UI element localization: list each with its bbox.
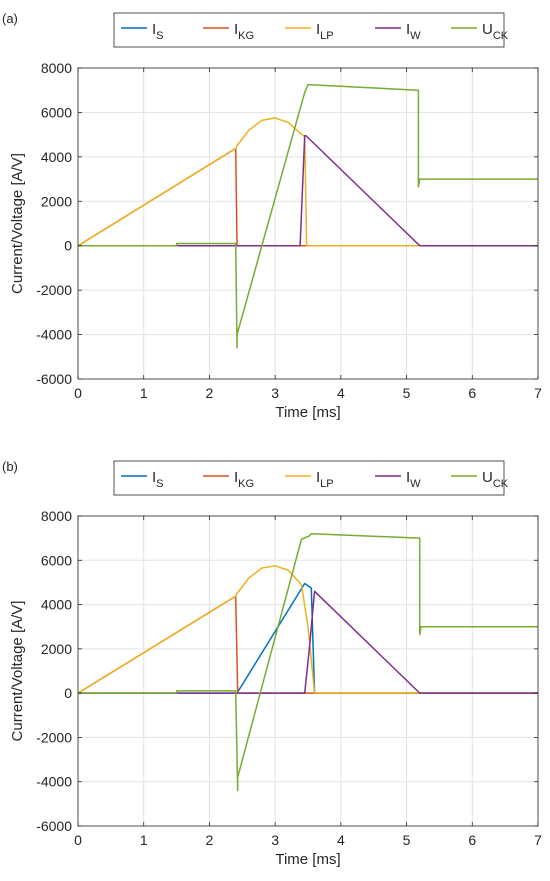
x-tick-label: 7 [534, 385, 542, 401]
x-tick-label: 4 [337, 385, 345, 401]
x-tick-label: 0 [74, 385, 82, 401]
series-line-i-w [78, 135, 538, 247]
y-tick-label: 4000 [41, 597, 72, 613]
x-axis-label: Time [ms] [275, 851, 340, 868]
series-line-u-ck [78, 83, 538, 349]
legend-item-i-w: IW [375, 469, 421, 490]
axes-box [77, 67, 539, 380]
y-tick-label: 2000 [41, 641, 72, 657]
legend-box [113, 12, 505, 48]
panel-label: (b) [2, 459, 18, 474]
legend-label-subscript: KG [238, 30, 254, 42]
legend-label-main: I [234, 469, 238, 486]
y-tick-label: 8000 [41, 508, 72, 524]
x-tick-label: 7 [534, 832, 542, 848]
y-tick-label: -6000 [36, 371, 72, 387]
series-group [78, 83, 538, 349]
legend-label-main: I [234, 21, 238, 38]
y-axis-label: Current/Voltage [A/V] [9, 601, 26, 742]
y-tick-label: 6000 [41, 104, 72, 120]
legend-label-main: I [406, 469, 410, 486]
series-group [78, 532, 538, 792]
legend-item-i-kg: IKG [203, 21, 254, 42]
legend-item-i-s: IS [121, 469, 164, 490]
x-tick-label: 5 [403, 832, 411, 848]
x-tick-label: 2 [206, 385, 214, 401]
y-tick-label: -6000 [36, 818, 72, 834]
legend-item-i-lp: ILP [285, 469, 334, 490]
legend-item-u-ck: UCK [451, 469, 509, 490]
legend-label-subscript: W [410, 30, 421, 42]
legend-label-main: I [152, 469, 156, 486]
legend-label-subscript: S [156, 478, 163, 490]
legend-label: IW [406, 21, 421, 42]
series-line-i-lp [78, 565, 538, 694]
y-tick-label: 6000 [41, 552, 72, 568]
plot-area [78, 68, 538, 379]
legend-item-i-lp: ILP [285, 21, 334, 42]
legend-label: IS [152, 21, 164, 42]
x-tick-label: 3 [271, 832, 279, 848]
x-tick-label: 2 [206, 832, 214, 848]
x-axis-label: Time [ms] [275, 404, 340, 421]
series-line-i-w [78, 590, 538, 694]
legend-label-subscript: LP [320, 478, 333, 490]
chart-panel-a: (a) 0 1 2 3 4 5 6 7 -6000 -4000 -2000 0 2000 4000 6000 8… [2, 11, 542, 421]
legend-label: UCK [482, 21, 509, 42]
x-tick-label: 0 [74, 832, 82, 848]
x-tick-label: 1 [140, 832, 148, 848]
plot-area [78, 516, 538, 826]
legend-label-main: I [406, 21, 410, 38]
legend-label-main: U [482, 469, 493, 486]
y-tick-label: 2000 [41, 193, 72, 209]
y-tick-label: -4000 [36, 327, 72, 343]
legend-label-subscript: KG [238, 478, 254, 490]
x-tick-label: 1 [140, 385, 148, 401]
y-tick-label: 8000 [41, 60, 72, 76]
legend-item-i-s: IS [121, 21, 164, 42]
legend-label-main: U [482, 21, 493, 38]
x-tick-label: 5 [403, 385, 411, 401]
y-tick-label: 0 [64, 238, 72, 254]
legend-label-subscript: W [410, 478, 421, 490]
legend-label: UCK [482, 469, 509, 490]
legend-label-main: I [316, 469, 320, 486]
y-tick-label: 4000 [41, 149, 72, 165]
legend-label: ILP [316, 469, 334, 490]
y-tick-label: -2000 [36, 282, 72, 298]
legend-label-subscript: CK [493, 478, 509, 490]
axes-box [77, 515, 539, 827]
series-line-i-lp [78, 117, 538, 247]
legend-label-main: I [316, 21, 320, 38]
legend: IS IKG ILP IW UCK [113, 12, 509, 48]
x-tick-label: 4 [337, 832, 345, 848]
legend-item-u-ck: UCK [451, 21, 509, 42]
y-tick-label: 0 [64, 685, 72, 701]
y-axis-label: Current/Voltage [A/V] [9, 153, 26, 294]
legend-item-i-w: IW [375, 21, 421, 42]
legend: IS IKG ILP IW UCK [113, 460, 509, 496]
legend-label: IW [406, 469, 421, 490]
legend-label-subscript: CK [493, 30, 509, 42]
y-tick-label: -4000 [36, 774, 72, 790]
legend-label-subscript: LP [320, 30, 333, 42]
y-tick-label: -2000 [36, 729, 72, 745]
legend-label: ILP [316, 21, 334, 42]
legend-label: IS [152, 469, 164, 490]
legend-label-main: I [152, 21, 156, 38]
chart-panel-b: (b) 0 1 2 3 4 5 6 7 -6000 -4000 -2000 0 2000 4000 6000 8… [2, 459, 542, 868]
legend-label-subscript: S [156, 30, 163, 42]
series-line-u-ck [78, 532, 538, 792]
x-tick-label: 6 [468, 832, 476, 848]
legend-label: IKG [234, 469, 254, 490]
legend-item-i-kg: IKG [203, 469, 254, 490]
panel-label: (a) [2, 11, 18, 26]
legend-box [113, 460, 505, 496]
x-tick-label: 3 [271, 385, 279, 401]
x-tick-label: 6 [468, 385, 476, 401]
legend-label: IKG [234, 21, 254, 42]
